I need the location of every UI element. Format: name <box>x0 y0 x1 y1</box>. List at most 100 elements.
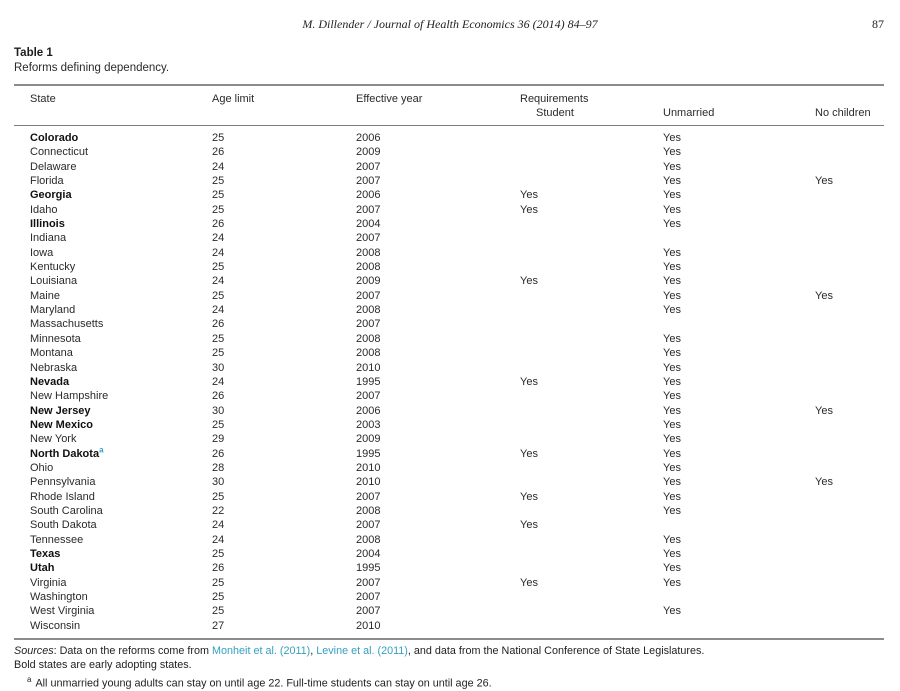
effective-year-cell: 2007 <box>356 318 381 331</box>
unmarried-requirement-cell: Yes <box>663 132 681 144</box>
age-limit-cell: 26 <box>212 318 225 331</box>
student-requirement-cell: Yes <box>520 490 538 503</box>
table-row: Idaho 25 2007 Yes Yes <box>14 203 884 217</box>
state-cell: Idaho <box>30 203 58 216</box>
age-limit-cell: 25 <box>212 591 225 603</box>
effective-year-cell: 2004 <box>356 218 381 231</box>
state-cell: Nevada <box>30 375 70 388</box>
table-row: Iowa 24 2008 Yes <box>14 246 884 260</box>
student-requirement-cell <box>520 604 663 618</box>
unmarried-requirement-cell: Yes <box>663 189 681 202</box>
effective-year-cell: 2009 <box>356 146 381 159</box>
citation-link-monheit[interactable]: Monheit et al. (2011) <box>212 645 311 658</box>
state-cell: Connecticut <box>30 146 89 159</box>
unmarried-requirement-cell: Yes <box>663 175 681 188</box>
age-limit-cell: 24 <box>212 519 225 532</box>
student-requirement-cell <box>520 260 663 274</box>
footnote-a-text: All unmarried young adults can stay on u… <box>35 677 492 690</box>
age-limit-cell: 22 <box>212 504 225 517</box>
effective-year-cell: 2007 <box>356 175 381 188</box>
effective-year-cell: 2009 <box>356 275 381 288</box>
age-limit-cell: 26 <box>212 447 225 460</box>
table-row: Maine 25 2007 Yes Yes <box>14 289 884 303</box>
sources-label: Sources <box>14 645 54 658</box>
footnote-a: a All unmarried young adults can stay on … <box>14 673 884 691</box>
effective-year-cell: 1995 <box>356 562 381 575</box>
age-limit-cell: 26 <box>212 146 225 159</box>
state-cell: Nebraska <box>30 361 78 374</box>
unmarried-requirement-cell: Yes <box>663 433 681 446</box>
state-cell: Maryland <box>30 304 76 317</box>
state-cell: New York <box>30 433 77 446</box>
age-limit-cell: 24 <box>212 246 225 259</box>
table-row: Connecticut 26 2009 Yes <box>14 145 884 159</box>
table-row: New Hampshire 26 2007 Yes <box>14 389 884 403</box>
student-requirement-cell <box>520 160 663 174</box>
age-limit-cell: 24 <box>212 160 225 173</box>
no-children-requirement-cell <box>815 126 884 146</box>
student-requirement-cell: Yes <box>520 275 538 288</box>
state-cell: Minnesota <box>30 332 81 345</box>
student-requirement-cell <box>520 317 663 331</box>
no-children-requirement-cell <box>815 203 884 217</box>
student-requirement-cell <box>520 246 663 260</box>
age-limit-cell: 25 <box>212 418 225 431</box>
unmarried-requirement-cell: Yes <box>663 246 681 259</box>
student-requirement-cell <box>520 504 663 518</box>
no-children-requirement-cell <box>815 619 884 639</box>
no-children-requirement-cell <box>815 260 884 274</box>
table-row: South Dakota 24 2007 Yes <box>14 518 884 532</box>
state-cell: Louisiana <box>30 275 78 288</box>
unmarried-requirement-cell: Yes <box>663 562 681 575</box>
table-row: Washington 25 2007 <box>14 590 884 604</box>
no-children-requirement-cell <box>815 547 884 561</box>
no-children-requirement-cell <box>815 447 884 461</box>
footnote-a-reference-link[interactable]: a <box>99 446 104 454</box>
age-limit-cell: 30 <box>212 361 225 374</box>
age-limit-cell: 25 <box>212 576 225 589</box>
effective-year-cell: 2006 <box>356 132 381 144</box>
no-children-requirement-cell <box>815 576 884 590</box>
sources-text-end: , and data from the National Conference … <box>407 645 705 658</box>
table-row: Texas 25 2004 Yes <box>14 547 884 561</box>
no-children-requirement-cell <box>815 188 884 202</box>
effective-year-cell: 2010 <box>356 461 381 474</box>
unmarried-requirement-cell: Yes <box>663 261 681 274</box>
state-cell: Texas <box>30 547 61 560</box>
state-cell: North Dakotaa <box>30 446 104 460</box>
no-children-requirement-cell <box>815 231 884 245</box>
student-requirement-cell <box>520 418 663 432</box>
unmarried-requirement-cell: Yes <box>663 576 681 589</box>
effective-year-cell: 1995 <box>356 447 381 460</box>
state-cell: South Dakota <box>30 519 97 532</box>
effective-year-cell: 2004 <box>356 547 381 560</box>
table-row: Delaware 24 2007 Yes <box>14 160 884 174</box>
effective-year-cell: 2010 <box>356 476 381 489</box>
state-cell: Maine <box>30 289 60 302</box>
citation-link-levine[interactable]: Levine et al. (2011) <box>316 645 408 658</box>
effective-year-cell: 2010 <box>356 619 381 632</box>
state-cell: Rhode Island <box>30 490 95 503</box>
no-children-requirement-cell: Yes <box>815 289 833 302</box>
table-row: New York 29 2009 Yes <box>14 432 884 446</box>
state-cell: Tennessee <box>30 533 84 546</box>
state-cell: Kentucky <box>30 261 76 274</box>
page-header: M. Dillender / Journal of Health Economi… <box>0 17 900 33</box>
table-row: New Jersey 30 2006 Yes Yes <box>14 404 884 418</box>
table-row: Maryland 24 2008 Yes <box>14 303 884 317</box>
unmarried-requirement-cell: Yes <box>663 504 681 517</box>
age-limit-cell: 25 <box>212 203 225 216</box>
no-children-requirement-cell <box>815 303 884 317</box>
column-header-effective-year: Effective year <box>356 93 423 105</box>
no-children-requirement-cell <box>815 346 884 360</box>
student-requirement-cell: Yes <box>520 203 538 216</box>
table-row: Louisiana 24 2009 Yes Yes <box>14 274 884 288</box>
state-cell: Florida <box>30 175 64 188</box>
no-children-requirement-cell <box>815 317 884 331</box>
age-limit-cell: 24 <box>212 375 225 388</box>
state-cell: Indiana <box>30 232 67 245</box>
student-requirement-cell <box>520 126 663 146</box>
student-requirement-cell <box>520 346 663 360</box>
student-requirement-cell <box>520 174 663 188</box>
no-children-requirement-cell <box>815 504 884 518</box>
